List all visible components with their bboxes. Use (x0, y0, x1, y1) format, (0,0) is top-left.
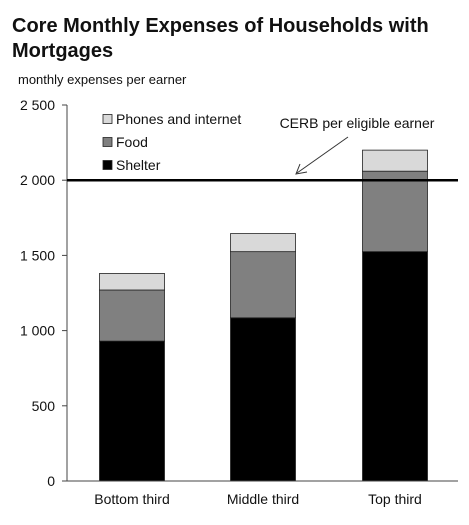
legend-label-shelter: Shelter (116, 157, 161, 173)
y-tick-label: 1 500 (20, 247, 55, 263)
bar-phones-and-internet-middle-third (230, 233, 296, 253)
y-axis-label: monthly expenses per earner (18, 72, 187, 87)
bar-shelter-middle-third (230, 317, 296, 482)
legend-label-phones-and-internet: Phones and internet (116, 111, 241, 127)
legend: Phones and internet Food Shelter (102, 111, 241, 173)
axes-group: 0 500 1 000 1 500 2 000 2 500 Bottom third Midd… (20, 97, 458, 507)
legend-swatch-phones-and-internet (102, 114, 113, 124)
bar-food-middle-third (230, 251, 296, 319)
reference-line-label: CERB per eligible earner (280, 115, 435, 131)
y-tick-label: 0 (47, 473, 55, 489)
reference-arrow-shaft (296, 136, 349, 174)
bar-shelter-bottom-third (99, 340, 165, 482)
reference-line-group: CERB per eligible earner (67, 115, 458, 182)
bar-shelter-top-third (362, 251, 428, 482)
x-tick-label: Bottom third (94, 491, 169, 507)
bars-group (99, 149, 428, 482)
y-tick-label: 500 (32, 398, 56, 414)
bar-food-top-third (362, 170, 428, 253)
x-tick-label: Top third (368, 491, 422, 507)
bar-food-bottom-third (99, 289, 165, 342)
chart-title: Core Monthly Expenses of Households with… (12, 15, 429, 62)
bar-phones-and-internet-top-third (362, 149, 428, 172)
legend-swatch-shelter (102, 160, 113, 170)
y-tick-label: 1 000 (20, 323, 55, 339)
y-tick-label: 2 000 (20, 172, 55, 188)
reference-arrow-head (295, 163, 308, 175)
bar-phones-and-internet-bottom-third (99, 273, 165, 291)
legend-label-food: Food (116, 134, 148, 150)
x-tick-label: Middle third (227, 491, 299, 507)
legend-swatch-food (102, 137, 113, 147)
y-tick-label: 2 500 (20, 97, 55, 113)
